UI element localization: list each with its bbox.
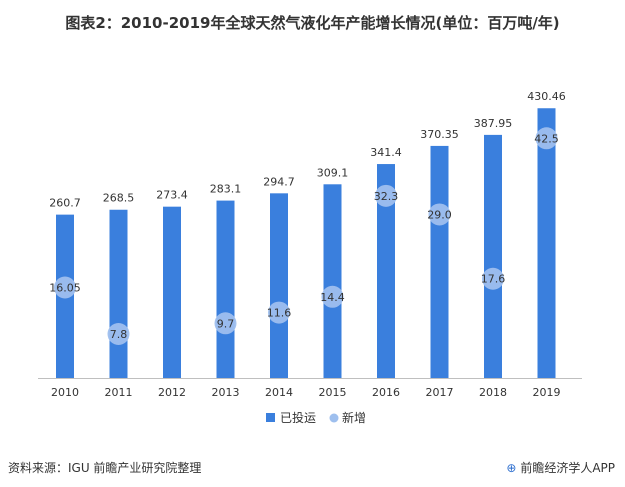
dot-2013 xyxy=(214,312,237,335)
legend-dot-label: 新增 xyxy=(342,410,366,425)
bar-label-2010: 260.7 xyxy=(49,197,81,210)
bar-label-2011: 268.5 xyxy=(103,192,135,205)
bar-label-2015: 309.1 xyxy=(317,166,349,179)
x-tick-2012: 2012 xyxy=(158,386,186,399)
bar-2019 xyxy=(537,108,556,379)
bar-label-2012: 273.4 xyxy=(156,189,188,202)
source-note: 资料来源：IGU 前瞻产业研究院整理 xyxy=(8,461,202,475)
x-tick-2017: 2017 xyxy=(426,386,454,399)
dot-2016 xyxy=(375,184,397,207)
x-tick-2015: 2015 xyxy=(319,386,347,399)
bar-2015 xyxy=(323,184,342,378)
dot-label-2018: 17.6 xyxy=(481,273,506,286)
dot-2014 xyxy=(268,301,290,324)
x-tick-2014: 2014 xyxy=(265,386,293,399)
dot-2018 xyxy=(482,267,504,290)
bar-label-2019: 430.46 xyxy=(527,90,566,103)
dot-label-2019: 42.5 xyxy=(534,132,559,145)
chart-title: 图表2：2010-2019年全球天然气液化年产能增长情况(单位：百万吨/年) xyxy=(65,14,560,32)
bar-2011 xyxy=(109,209,128,378)
dot-label-2011: 7.8 xyxy=(110,328,128,341)
legend-bar-label: 已投运 xyxy=(280,410,316,425)
bar-2012 xyxy=(163,206,181,378)
legend-bar-swatch xyxy=(266,413,275,422)
bar-label-2014: 294.7 xyxy=(263,175,295,188)
bar-2017 xyxy=(430,145,449,378)
brand-label: ⊕ 前瞻经济学人APP xyxy=(506,459,615,476)
bar-label-2017: 370.35 xyxy=(420,128,459,141)
dot-label-2017: 29.0 xyxy=(427,208,452,221)
brand-logo-icon: ⊕ xyxy=(506,461,517,475)
dot-label-2015: 14.4 xyxy=(320,291,345,304)
dot-2017 xyxy=(428,203,451,226)
dot-2019 xyxy=(535,127,558,150)
bar-2018 xyxy=(484,134,502,378)
dot-label-2013: 9.7 xyxy=(217,317,235,330)
bar-2014 xyxy=(270,193,288,378)
x-tick-2011: 2011 xyxy=(105,386,133,399)
dot-label-2016: 32.3 xyxy=(374,190,399,203)
x-tick-2013: 2013 xyxy=(212,386,240,399)
legend-dot-swatch xyxy=(329,413,339,423)
x-tick-2016: 2016 xyxy=(372,386,400,399)
dot-2015 xyxy=(321,285,344,308)
dot-label-2010: 16.05 xyxy=(49,281,81,294)
dot-2011 xyxy=(107,323,130,346)
dot-2010 xyxy=(54,276,76,299)
x-tick-2018: 2018 xyxy=(479,386,507,399)
bar-2013 xyxy=(216,200,235,378)
bar-label-2018: 387.95 xyxy=(474,117,513,130)
dot-label-2014: 11.6 xyxy=(267,307,292,320)
x-tick-2019: 2019 xyxy=(533,386,561,399)
bar-label-2013: 283.1 xyxy=(210,183,242,196)
brand-text: 前瞻经济学人APP xyxy=(520,461,615,475)
bar-2016 xyxy=(377,164,395,378)
bar-label-2016: 341.4 xyxy=(370,146,402,159)
x-tick-2010: 2010 xyxy=(51,386,79,399)
